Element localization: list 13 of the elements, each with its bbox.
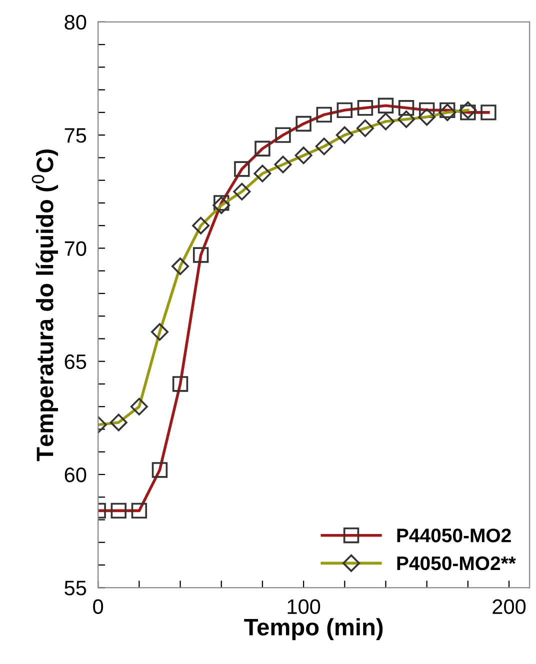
y-tick-label: 75	[64, 128, 86, 143]
x-tick-label: 100	[288, 599, 320, 614]
y-tick-label: 65	[64, 354, 86, 370]
y-tick-label: 60	[64, 467, 86, 482]
legend-label: P4050-MO2**	[397, 556, 516, 570]
legend-label: P44050-MO2	[397, 528, 511, 542]
y-tick-label: 80	[64, 14, 86, 30]
y-tick-label: 55	[64, 580, 86, 596]
x-tick-label: 200	[492, 599, 526, 614]
x-tick-label: 0	[93, 599, 104, 614]
y-tick-label: 70	[64, 241, 86, 256]
y-axis-title: Temperatura do líquido ($^{0}$C)	[32, 150, 58, 462]
x-axis-title: Tempo (min)	[244, 618, 383, 640]
